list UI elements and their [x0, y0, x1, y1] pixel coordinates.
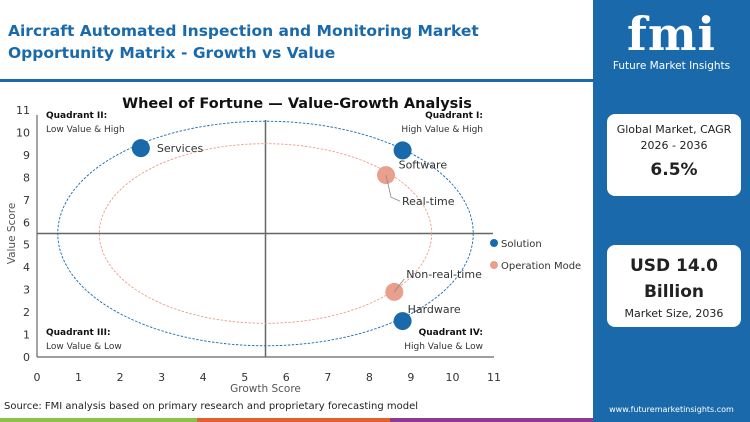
- y-tick-label: 1: [23, 329, 30, 342]
- data-point: [385, 282, 404, 301]
- source-note: Source: FMI analysis based on primary re…: [4, 401, 419, 412]
- cagr-label: Global Market, CAGR 2026 - 2036: [616, 123, 732, 152]
- x-tick-label: 11: [487, 371, 501, 384]
- y-tick-label: 6: [23, 216, 30, 229]
- footer-strip-orange: [197, 418, 390, 422]
- x-tick-label: 5: [241, 371, 248, 384]
- legend-marker: [490, 239, 498, 247]
- y-axis-label: Value Score: [6, 203, 18, 265]
- series-ring: [57, 120, 474, 347]
- quadrant-title: Quadrant I:: [425, 111, 483, 121]
- footer-strip-green: [0, 418, 197, 422]
- cagr-value: 6.5%: [650, 160, 698, 180]
- leader-line: [385, 175, 401, 202]
- y-tick-label: 5: [23, 239, 30, 252]
- leader-line: [393, 278, 405, 293]
- data-label: Services: [157, 142, 204, 155]
- x-tick-label: 8: [366, 371, 373, 384]
- market-size-label: Market Size, 2036: [624, 307, 724, 320]
- data-label: Real-time: [402, 195, 455, 208]
- legend-entry: Solution: [501, 239, 542, 250]
- page-title: Aircraft Automated Inspection and Monito…: [8, 22, 479, 62]
- quadrant-title: Quadrant IV:: [419, 328, 483, 338]
- fmi-logo: fmi Future Market Insights: [593, 8, 750, 72]
- x-tick-label: 0: [34, 371, 41, 384]
- x-tick-label: 7: [324, 371, 331, 384]
- data-label: Software: [399, 158, 448, 171]
- x-tick-label: 9: [407, 371, 414, 384]
- logo-subtitle: Future Market Insights: [612, 60, 731, 72]
- quadrant-label: High Value & Low: [404, 342, 483, 352]
- x-tick-label: 3: [158, 371, 165, 384]
- logo-mark: fmi: [627, 7, 716, 61]
- title-divider: [0, 79, 593, 82]
- y-tick-label: 10: [16, 126, 30, 139]
- cagr-card: Global Market, CAGR 2026 - 2036 6.5%: [607, 114, 741, 196]
- quadrant-label: Low Value & Low: [46, 342, 122, 352]
- x-tick-label: 2: [117, 371, 124, 384]
- market-size-card: USD 14.0 Billion Market Size, 2036: [607, 245, 741, 327]
- x-tick-label: 4: [200, 371, 207, 384]
- data-label: Non-real-time: [406, 268, 482, 281]
- chart-title: Wheel of Fortune — Value-Growth Analysis: [122, 96, 472, 112]
- y-tick-label: 8: [23, 171, 30, 184]
- legend-marker: [490, 261, 498, 269]
- y-tick-label: 9: [23, 149, 30, 162]
- quadrant-title: Quadrant III:: [46, 328, 111, 338]
- footer-strip-purple: [390, 418, 593, 422]
- y-tick-label: 3: [23, 284, 30, 297]
- y-tick-label: 4: [23, 261, 30, 274]
- quadrant-label: Low Value & High: [46, 125, 125, 135]
- sidebar: fmi Future Market Insights Global Market…: [593, 0, 750, 422]
- quadrant-title: Quadrant II:: [46, 111, 107, 121]
- y-tick-label: 11: [16, 104, 30, 117]
- y-tick-label: 7: [23, 194, 30, 207]
- series-ring: [98, 143, 433, 324]
- x-axis-label: Growth Score: [230, 383, 301, 395]
- chart: Wheel of Fortune — Value-Growth Analysis…: [6, 96, 581, 395]
- data-point: [393, 141, 412, 160]
- legend-entry: Operation Mode: [501, 261, 581, 272]
- data-point: [393, 312, 412, 331]
- data-label: Hardware: [408, 303, 461, 316]
- market-size-value: USD 14.0 Billion: [629, 256, 719, 302]
- x-tick-label: 6: [283, 371, 290, 384]
- quadrant-label: High Value & High: [401, 125, 483, 135]
- data-point: [131, 139, 150, 158]
- website-link[interactable]: www.futuremarketinsights.com: [609, 405, 734, 414]
- y-tick-label: 0: [23, 351, 30, 364]
- x-tick-label: 1: [75, 371, 82, 384]
- y-tick-label: 2: [23, 306, 30, 319]
- x-tick-label: 10: [445, 371, 459, 384]
